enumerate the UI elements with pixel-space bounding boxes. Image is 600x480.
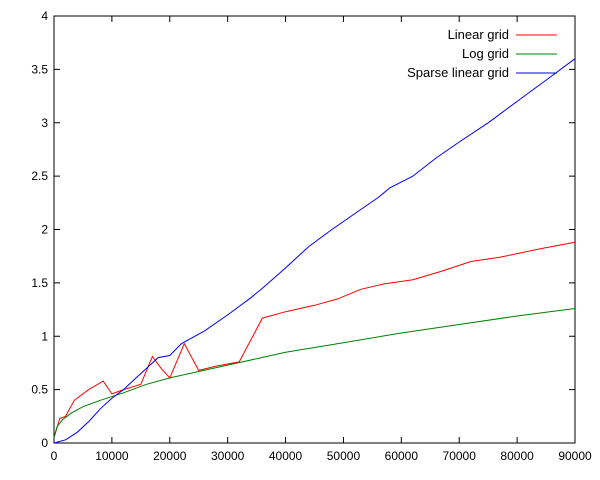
- x-tick-label: 10000: [95, 449, 129, 463]
- y-tick-label: 0.5: [31, 383, 48, 397]
- legend: Linear grid Log grid Sparse linear grid: [407, 27, 557, 80]
- legend-label-sparse-linear-grid: Sparse linear grid: [407, 65, 509, 80]
- y-tick-label: 3: [41, 116, 48, 130]
- y-tick-label: 1: [41, 329, 48, 343]
- x-tick-label: 30000: [211, 449, 245, 463]
- plot-frame: [53, 15, 576, 444]
- y-tick-label: 2: [41, 223, 48, 237]
- x-tick-label: 90000: [558, 449, 592, 463]
- series-line-log-grid: [53, 308, 576, 438]
- x-tick-label: 0: [51, 449, 58, 463]
- x-tick-label: 60000: [385, 449, 419, 463]
- y-tick-label: 4: [41, 9, 48, 23]
- x-tick-label: 70000: [443, 449, 477, 463]
- x-tick-label: 20000: [153, 449, 187, 463]
- y-axis: 0 0.5 1 1.5 2 2.5 3 3.5 4: [31, 9, 575, 450]
- x-tick-label: 80000: [500, 449, 534, 463]
- legend-label-linear-grid: Linear grid: [448, 27, 509, 42]
- series-line-linear-grid: [53, 241, 576, 438]
- x-axis: 0 10000 20000 30000 40000 50000 60000 70000 8000…: [51, 16, 592, 463]
- x-tick-label: 40000: [269, 449, 303, 463]
- x-tick-label: 50000: [327, 449, 361, 463]
- y-tick-label: 3.5: [31, 62, 48, 76]
- legend-label-log-grid: Log grid: [462, 46, 509, 61]
- y-tick-label: 1.5: [31, 276, 48, 290]
- y-tick-label: 2.5: [31, 169, 48, 183]
- y-tick-label: 0: [41, 436, 48, 450]
- series-lines: [53, 58, 576, 444]
- series-line-sparse-linear-grid: [53, 58, 576, 444]
